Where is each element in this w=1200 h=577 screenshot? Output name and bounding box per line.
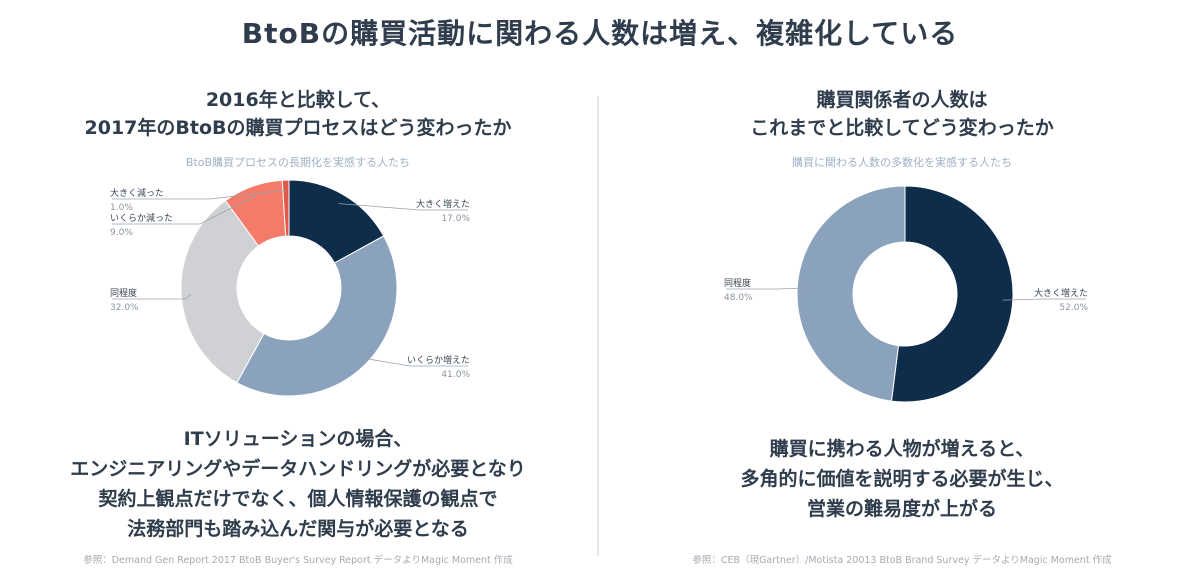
panel-divider: [597, 96, 599, 556]
left-conclusion-line1: ITソリューションの場合、: [183, 428, 413, 450]
right-heading-line1: 購買関係者の人数は: [816, 89, 988, 111]
chart-left-slice-1: [236, 235, 398, 397]
chart-left-slice-2: [180, 199, 265, 384]
right-conclusion-line1: 購買に携わる人物が増えると、: [769, 438, 1035, 460]
left-source: 参照：Demand Gen Report 2017 BtoB Buyer's S…: [83, 555, 513, 566]
left-conclusion-line4: 法務部門も踏み込んだ関与が必要となる: [127, 518, 469, 540]
right-conclusion-line3: 営業の難易度が上がる: [806, 498, 997, 520]
left-heading-line2: 2017年のBtoBの購買プロセスはどう変わったか: [84, 117, 512, 139]
right-caption: 購買に関わる人数の多数化を実感する人たち: [792, 156, 1012, 169]
chart-left-slice-4: [281, 179, 290, 237]
chart-right-leader-1: [726, 287, 808, 290]
main-title: BtoBの購買活動に関わる人数は増え、複雑化している: [241, 17, 959, 50]
chart-right-slice-0: [890, 185, 1014, 403]
chart-left-value-3: 9.0%: [110, 228, 133, 238]
right-conclusion: 購買に携わる人物が増えると、 多角的に価値を説明する必要が生じ、 営業の難易度が…: [604, 434, 1200, 524]
chart-left-value-1: 41.0%: [441, 370, 470, 380]
chart-right-slice-1: [796, 185, 906, 402]
left-donut-chart: 大きく増えた 17.0% いくらか増えた 41.0% 同程度 32.0% いくらか減った 9.…: [110, 179, 470, 397]
chart-left-value-2: 32.0%: [110, 303, 139, 313]
chart-left-value-4: 1.0%: [110, 203, 133, 213]
right-source: 参照：CEB（現Gartner）/Motista 20013 BtoB Bran…: [692, 555, 1112, 566]
chart-left-leader-1: [358, 356, 468, 367]
chart-left-label-4: 大きく減った: [110, 187, 164, 199]
left-heading: 2016年と比較して、 2017年のBtoBの購買プロセスはどう変わったか: [0, 86, 596, 142]
chart-left-leader-4: [112, 189, 286, 200]
chart-left-label-1: いくらか増えた: [407, 354, 470, 366]
chart-right-value-0: 52.0%: [1059, 303, 1088, 313]
right-conclusion-line2: 多角的に価値を説明する必要が生じ、: [740, 468, 1064, 490]
chart-right-value-1: 48.0%: [724, 293, 753, 303]
right-donut-chart: 大きく増えた 52.0% 同程度 48.0%: [724, 185, 1088, 403]
chart-right-label-0: 大きく増えた: [1034, 287, 1088, 299]
right-heading: 購買関係者の人数は これまでと比較してどう変わったか: [604, 86, 1200, 142]
right-panel: 購買関係者の人数は これまでと比較してどう変わったか 購買に関わる人数の多数化を…: [604, 78, 1200, 577]
left-heading-line1: 2016年と比較して、: [205, 89, 391, 111]
chart-left-leader-3: [112, 195, 256, 225]
left-conclusion-line3: 契約上観点だけでなく、個人情報保護の観点で: [98, 488, 498, 510]
chart-left-value-0: 17.0%: [441, 214, 470, 224]
chart-left-label-3: いくらか減った: [110, 212, 173, 224]
chart-left-label-2: 同程度: [110, 287, 137, 299]
chart-left-leader-2: [112, 293, 192, 300]
chart-left-label-0: 大きく増えた: [416, 198, 470, 210]
left-panel: 2016年と比較して、 2017年のBtoBの購買プロセスはどう変わったか Bt…: [0, 78, 596, 577]
chart-left-leader-0: [338, 203, 468, 211]
left-caption: BtoB購買プロセスの長期化を実感する人たち: [185, 156, 411, 169]
chart-right-leader-0: [1002, 298, 1086, 301]
chart-right-label-1: 同程度: [724, 277, 751, 289]
left-conclusion-line2: エンジニアリングやデータハンドリングが必要となり: [70, 458, 526, 480]
right-heading-line2: これまでと比較してどう変わったか: [750, 117, 1054, 139]
left-conclusion: ITソリューションの場合、 エンジニアリングやデータハンドリングが必要となり 契…: [0, 424, 596, 544]
